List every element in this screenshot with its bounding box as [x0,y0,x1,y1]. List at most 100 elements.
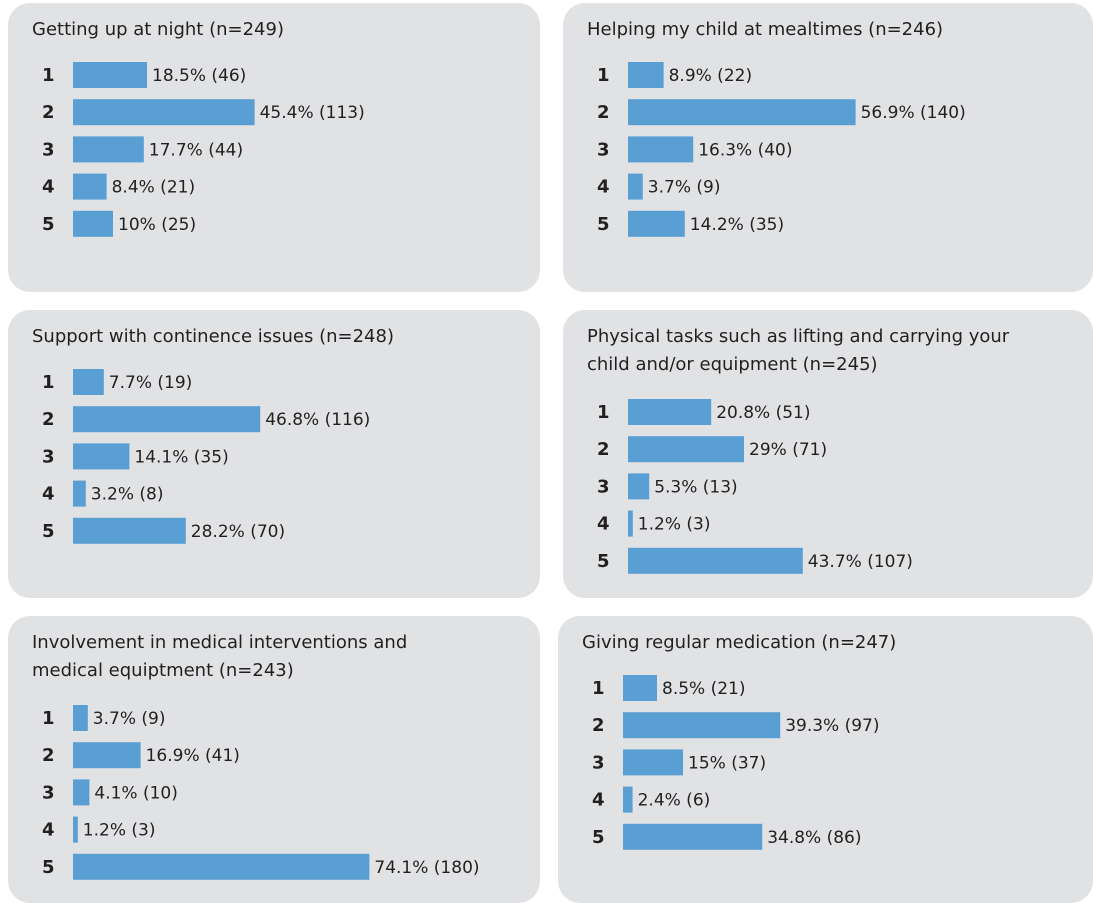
category-label: 3 [592,752,605,773]
value-label: 8.9% (22) [669,66,753,86]
bar [73,406,261,433]
bar [623,749,683,776]
category-label: 5 [42,214,55,235]
value-label: 17.7% (44) [149,140,243,160]
category-label: 1 [597,402,610,423]
bar [73,742,141,769]
value-label: 39.3% (97) [785,716,879,736]
chart-title: child and/or equipment (n=245) [587,354,878,375]
chart-title: Physical tasks such as lifting and carry… [587,326,1010,347]
chart: Helping my child at mealtimes (n=246) 1 8.… [587,19,966,237]
chart-title: Giving regular medication (n=247) [582,632,896,653]
bar [628,436,744,463]
chart-panel: Getting up at night (n=249) 1 18.5% (46) 2 4… [8,3,540,292]
category-label: 4 [597,514,610,535]
category-label: 1 [42,372,55,393]
chart-panel: Involvement in medical interventions and… [8,616,540,903]
value-label: 43.7% (107) [808,552,913,572]
value-label: 15% (37) [688,753,766,773]
value-label: 14.2% (35) [690,215,784,235]
category-label: 1 [597,65,610,86]
bar [628,62,664,88]
chart-title: Helping my child at mealtimes (n=246) [587,19,943,40]
chart-title: Involvement in medical interventions and [32,632,407,653]
bar [628,399,712,425]
category-label: 1 [42,708,55,729]
bar [628,173,643,200]
category-label: 5 [597,551,610,572]
bar [73,99,255,126]
category-label: 2 [42,409,55,430]
category-label: 2 [42,102,55,123]
bar [623,786,633,813]
category-label: 5 [592,827,605,848]
category-label: 5 [42,521,55,542]
bar [628,210,685,237]
value-label: 3.7% (9) [93,709,166,729]
value-label: 7.7% (19) [109,373,193,393]
chart-title: Getting up at night (n=249) [32,19,284,40]
category-label: 2 [597,439,610,460]
category-label: 3 [42,782,55,803]
value-label: 20.8% (51) [716,403,810,423]
category-label: 1 [592,678,605,699]
value-label: 18.5% (46) [152,66,246,86]
value-label: 4.1% (10) [94,783,177,803]
value-label: 8.5% (21) [662,679,746,699]
value-label: 14.1% (35) [134,447,228,467]
bar [628,547,803,574]
bar [628,136,694,163]
value-label: 16.3% (40) [698,140,792,160]
category-label: 5 [42,857,55,878]
bar [73,853,370,880]
category-label: 4 [592,790,605,811]
value-label: 3.7% (9) [648,178,721,198]
bar [73,480,86,507]
bar [73,173,107,200]
value-label: 3.2% (8) [91,485,164,505]
chart: Physical tasks such as lifting and carry… [587,326,1010,574]
value-label: 74.1% (180) [374,858,479,878]
chart: Getting up at night (n=249) 1 18.5% (46) 2 4… [32,19,365,237]
value-label: 5.3% (13) [654,477,738,497]
value-label: 29% (71) [749,440,827,460]
category-label: 3 [42,139,55,160]
bar [623,823,763,850]
category-label: 3 [597,139,610,160]
chart-panel: Support with continence issues (n=248) 1 7… [8,310,540,598]
value-label: 34.8% (86) [767,828,861,848]
value-label: 2.4% (6) [638,791,711,811]
category-label: 3 [597,476,610,497]
value-label: 8.4% (21) [112,178,196,198]
bar [73,779,90,806]
chart: Involvement in medical interventions and… [32,632,480,880]
category-label: 3 [42,446,55,467]
value-label: 45.4% (113) [260,103,365,123]
bar [628,99,856,126]
bar [623,712,781,739]
category-label: 1 [42,65,55,86]
category-label: 5 [597,214,610,235]
bar [73,210,113,237]
value-label: 46.8% (116) [265,410,370,430]
value-label: 56.9% (140) [861,103,966,123]
category-label: 4 [597,177,610,198]
chart-title: Support with continence issues (n=248) [32,326,394,347]
chart-panel: Physical tasks such as lifting and carry… [563,310,1093,598]
bar [73,443,130,470]
bar [628,473,650,500]
value-label: 28.2% (70) [191,522,285,542]
bar [73,62,147,88]
chart: Support with continence issues (n=248) 1 7… [32,326,394,544]
chart-panel: Helping my child at mealtimes (n=246) 1 8.… [563,3,1093,292]
bar [623,675,657,701]
category-label: 4 [42,177,55,198]
bar [73,517,186,544]
category-label: 2 [42,745,55,766]
value-label: 1.2% (3) [83,821,156,841]
value-label: 10% (25) [118,215,196,235]
category-label: 4 [42,484,55,505]
category-label: 2 [592,715,605,736]
bar [73,705,88,731]
